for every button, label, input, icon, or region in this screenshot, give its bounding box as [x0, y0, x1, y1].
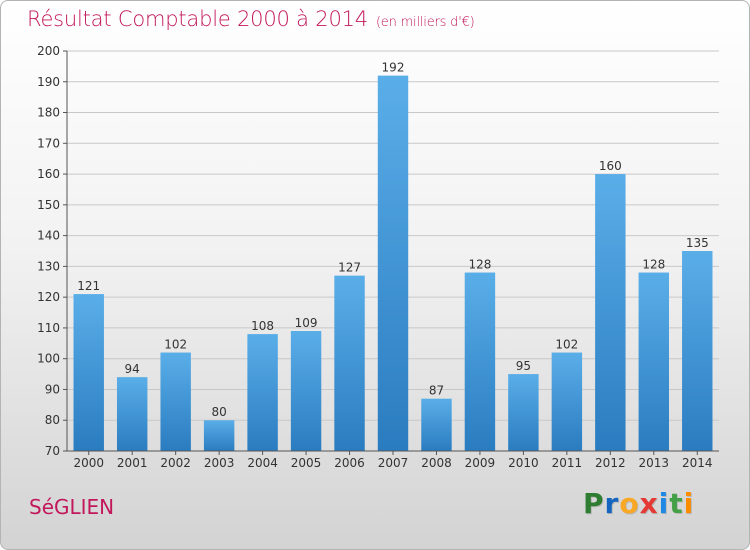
x-tick-label: 2000 — [73, 456, 104, 470]
y-tick-label: 200 — [37, 44, 60, 58]
x-tick-label: 2008 — [421, 456, 452, 470]
bar — [464, 272, 496, 451]
x-tick-label: 2011 — [552, 456, 583, 470]
bar — [551, 352, 583, 451]
axes: 7080901001101201301401501601701801902002… — [37, 44, 719, 470]
x-tick-label: 2004 — [247, 456, 278, 470]
bar — [116, 377, 148, 451]
logo-letter: r — [604, 487, 620, 520]
y-tick-label: 150 — [37, 198, 60, 212]
x-tick-label: 2012 — [595, 456, 626, 470]
bar-value-label: 102 — [555, 338, 578, 352]
x-tick-label: 2002 — [160, 456, 191, 470]
y-tick-label: 70 — [45, 444, 60, 458]
commune-name: SéGLIEN — [29, 495, 115, 519]
y-tick-label: 130 — [37, 259, 60, 273]
bar-value-label: 94 — [125, 362, 140, 376]
y-tick-label: 120 — [37, 290, 60, 304]
x-tick-label: 2001 — [117, 456, 148, 470]
bar — [73, 294, 104, 451]
x-tick-label: 2010 — [508, 456, 539, 470]
bar — [203, 420, 235, 451]
x-tick-label: 2009 — [465, 456, 496, 470]
bar — [160, 352, 191, 451]
x-tick-label: 2005 — [291, 456, 322, 470]
y-tick-label: 190 — [37, 75, 60, 89]
bar-value-label: 87 — [429, 384, 444, 398]
logo-letter: x — [639, 487, 659, 520]
x-tick-label: 2003 — [204, 456, 235, 470]
bar-value-label: 192 — [382, 61, 405, 75]
bar-value-label: 127 — [338, 261, 361, 275]
x-tick-label: 2007 — [378, 456, 409, 470]
bar-value-label: 160 — [599, 159, 622, 173]
y-tick-label: 100 — [37, 352, 60, 366]
bar — [595, 174, 626, 452]
x-tick-label: 2006 — [334, 456, 365, 470]
y-tick-label: 90 — [45, 382, 60, 396]
y-tick-label: 170 — [37, 136, 60, 150]
logo-letter: o — [619, 487, 640, 520]
bar — [682, 251, 713, 451]
y-tick-label: 140 — [37, 229, 60, 243]
y-tick-label: 160 — [37, 167, 60, 181]
bar-value-label: 102 — [164, 338, 187, 352]
bars: 121 94 102 80 108 109 127 192 87 128 95 102 160 128 13… — [73, 61, 713, 452]
bar-value-label: 128 — [468, 258, 491, 272]
x-tick-label: 2013 — [639, 456, 670, 470]
y-tick-label: 180 — [37, 106, 60, 120]
logo-letter: P — [583, 487, 605, 520]
x-tick-label: 2014 — [682, 456, 713, 470]
bar — [377, 75, 409, 451]
bar-value-label: 95 — [516, 359, 531, 373]
bar-value-label: 80 — [211, 405, 226, 419]
logo-letter: t — [669, 487, 684, 520]
y-tick-label: 80 — [45, 413, 60, 427]
logo-letter: i — [683, 487, 695, 520]
bar-value-label: 108 — [251, 319, 274, 333]
bar-value-label: 121 — [77, 279, 100, 293]
bar — [247, 334, 278, 451]
y-tick-label: 110 — [37, 321, 60, 335]
bar — [508, 374, 539, 451]
bar-value-label: 128 — [642, 258, 665, 272]
chart-title: Résultat Comptable 2000 à 2014 (en millie… — [27, 7, 475, 31]
bar — [421, 398, 452, 451]
bar — [638, 272, 670, 451]
bar — [290, 331, 322, 451]
proxiti-logo: Proxiti — [583, 487, 694, 520]
chart-subtitle: (en milliers d'€) — [375, 15, 475, 30]
bar-value-label: 109 — [295, 316, 318, 330]
bar — [334, 275, 365, 451]
bar-value-label: 135 — [686, 236, 709, 250]
logo-letter: i — [658, 487, 670, 520]
